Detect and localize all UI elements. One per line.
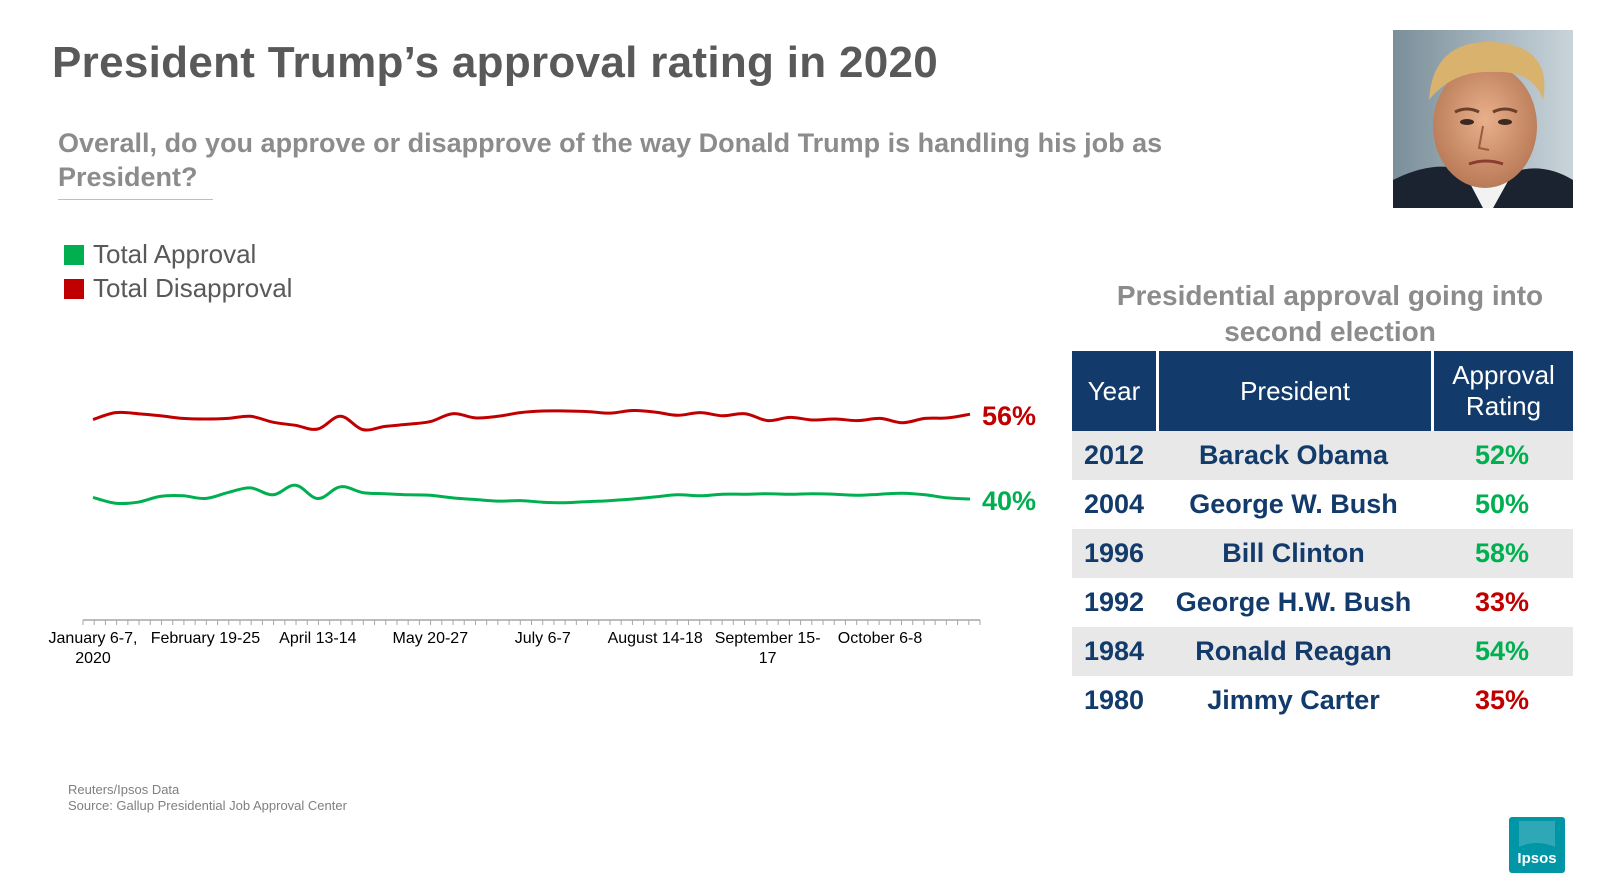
header-year: Year [1072, 351, 1156, 431]
survey-question: Overall, do you approve or disapprove of… [58, 128, 1163, 192]
ipsos-logo: Ipsos [1509, 817, 1565, 873]
legend-swatch-disapproval [64, 278, 84, 299]
x-tick-label: January 6-7, 2020 [49, 630, 138, 667]
series-line-total-disapproval [92, 408, 971, 432]
x-tick-label: October 6-8 [838, 630, 923, 647]
cell-president: Barack Obama [1156, 431, 1431, 480]
header-president: President [1156, 351, 1431, 431]
legend-item-approval: Total Approval [64, 239, 256, 270]
cell-rating: 33% [1474, 587, 1530, 617]
approval-line-chart: January 6-7, 2020 February 19-25 April 13-1… [49, 401, 1037, 667]
table-row: 1992 George H.W. Bush 33% [1072, 578, 1573, 627]
ipsos-logo-shape [1519, 821, 1555, 847]
legend-label-approval: Total Approval [93, 239, 257, 269]
cell-president: Jimmy Carter [1207, 685, 1380, 715]
cell-year: 1992 [1083, 587, 1145, 617]
x-tick-label: April 13-14 [279, 630, 356, 647]
cell-president: George H.W. Bush [1175, 587, 1412, 617]
x-tick-label: August 14-18 [608, 630, 703, 647]
cell-rating: 54% [1431, 627, 1573, 676]
source-line-1: Reuters/Ipsos Data [68, 782, 180, 797]
cell-rating: 52% [1431, 431, 1573, 480]
cell-year: 1996 [1072, 529, 1156, 578]
legend-swatch-approval [64, 244, 84, 265]
cell-rating: 35% [1474, 685, 1530, 715]
presidential-approval-table: Year President Approval Rating 2012 Bara… [1072, 351, 1573, 725]
table-title: Presidential approval going into second … [1116, 280, 1544, 347]
cell-year: 2004 [1083, 489, 1145, 519]
cell-year: 2012 [1072, 431, 1156, 480]
end-label-total-disapproval: 56% [982, 401, 1036, 431]
table-header-row: Year President Approval Rating [1072, 351, 1573, 431]
cell-rating: 58% [1431, 529, 1573, 578]
cell-president: George W. Bush [1189, 489, 1398, 519]
table-row: 1984 Ronald Reagan 54% [1072, 627, 1573, 676]
header-approval-rating: Approval Rating [1431, 351, 1573, 431]
end-label-total-approval: 40% [982, 486, 1036, 516]
legend-label-disapproval: Total Disapproval [93, 273, 293, 303]
x-tick-label: September 15-17 [715, 630, 821, 667]
president-portrait-image [1393, 30, 1573, 208]
ipsos-logo-text: Ipsos [1517, 850, 1556, 867]
cell-year: 1984 [1072, 627, 1156, 676]
table-row: 1980 Jimmy Carter 35% [1072, 676, 1573, 725]
series-line-total-approval [92, 483, 971, 506]
question-underline [58, 199, 213, 200]
x-tick-label: July 6-7 [515, 630, 571, 647]
source-note: Reuters/Ipsos Data Source: Gallup Presid… [68, 782, 347, 814]
x-tick-label: May 20-27 [393, 630, 469, 647]
x-tick-label: February 19-25 [151, 630, 260, 647]
cell-president: Bill Clinton [1156, 529, 1431, 578]
table-row: 2004 George W. Bush 50% [1072, 480, 1573, 529]
legend-item-disapproval: Total Disapproval [64, 273, 292, 304]
cell-year: 1980 [1083, 685, 1145, 715]
table-row: 2012 Barack Obama 52% [1072, 431, 1573, 480]
header-approval-rating-label: Approval Rating [1452, 360, 1555, 421]
cell-rating: 50% [1474, 489, 1530, 519]
source-line-2: Source: Gallup Presidential Job Approval… [68, 798, 347, 813]
page-title: President Trump’s approval rating in 202… [52, 38, 939, 87]
table-row: 1996 Bill Clinton 58% [1072, 529, 1573, 578]
cell-president: Ronald Reagan [1156, 627, 1431, 676]
